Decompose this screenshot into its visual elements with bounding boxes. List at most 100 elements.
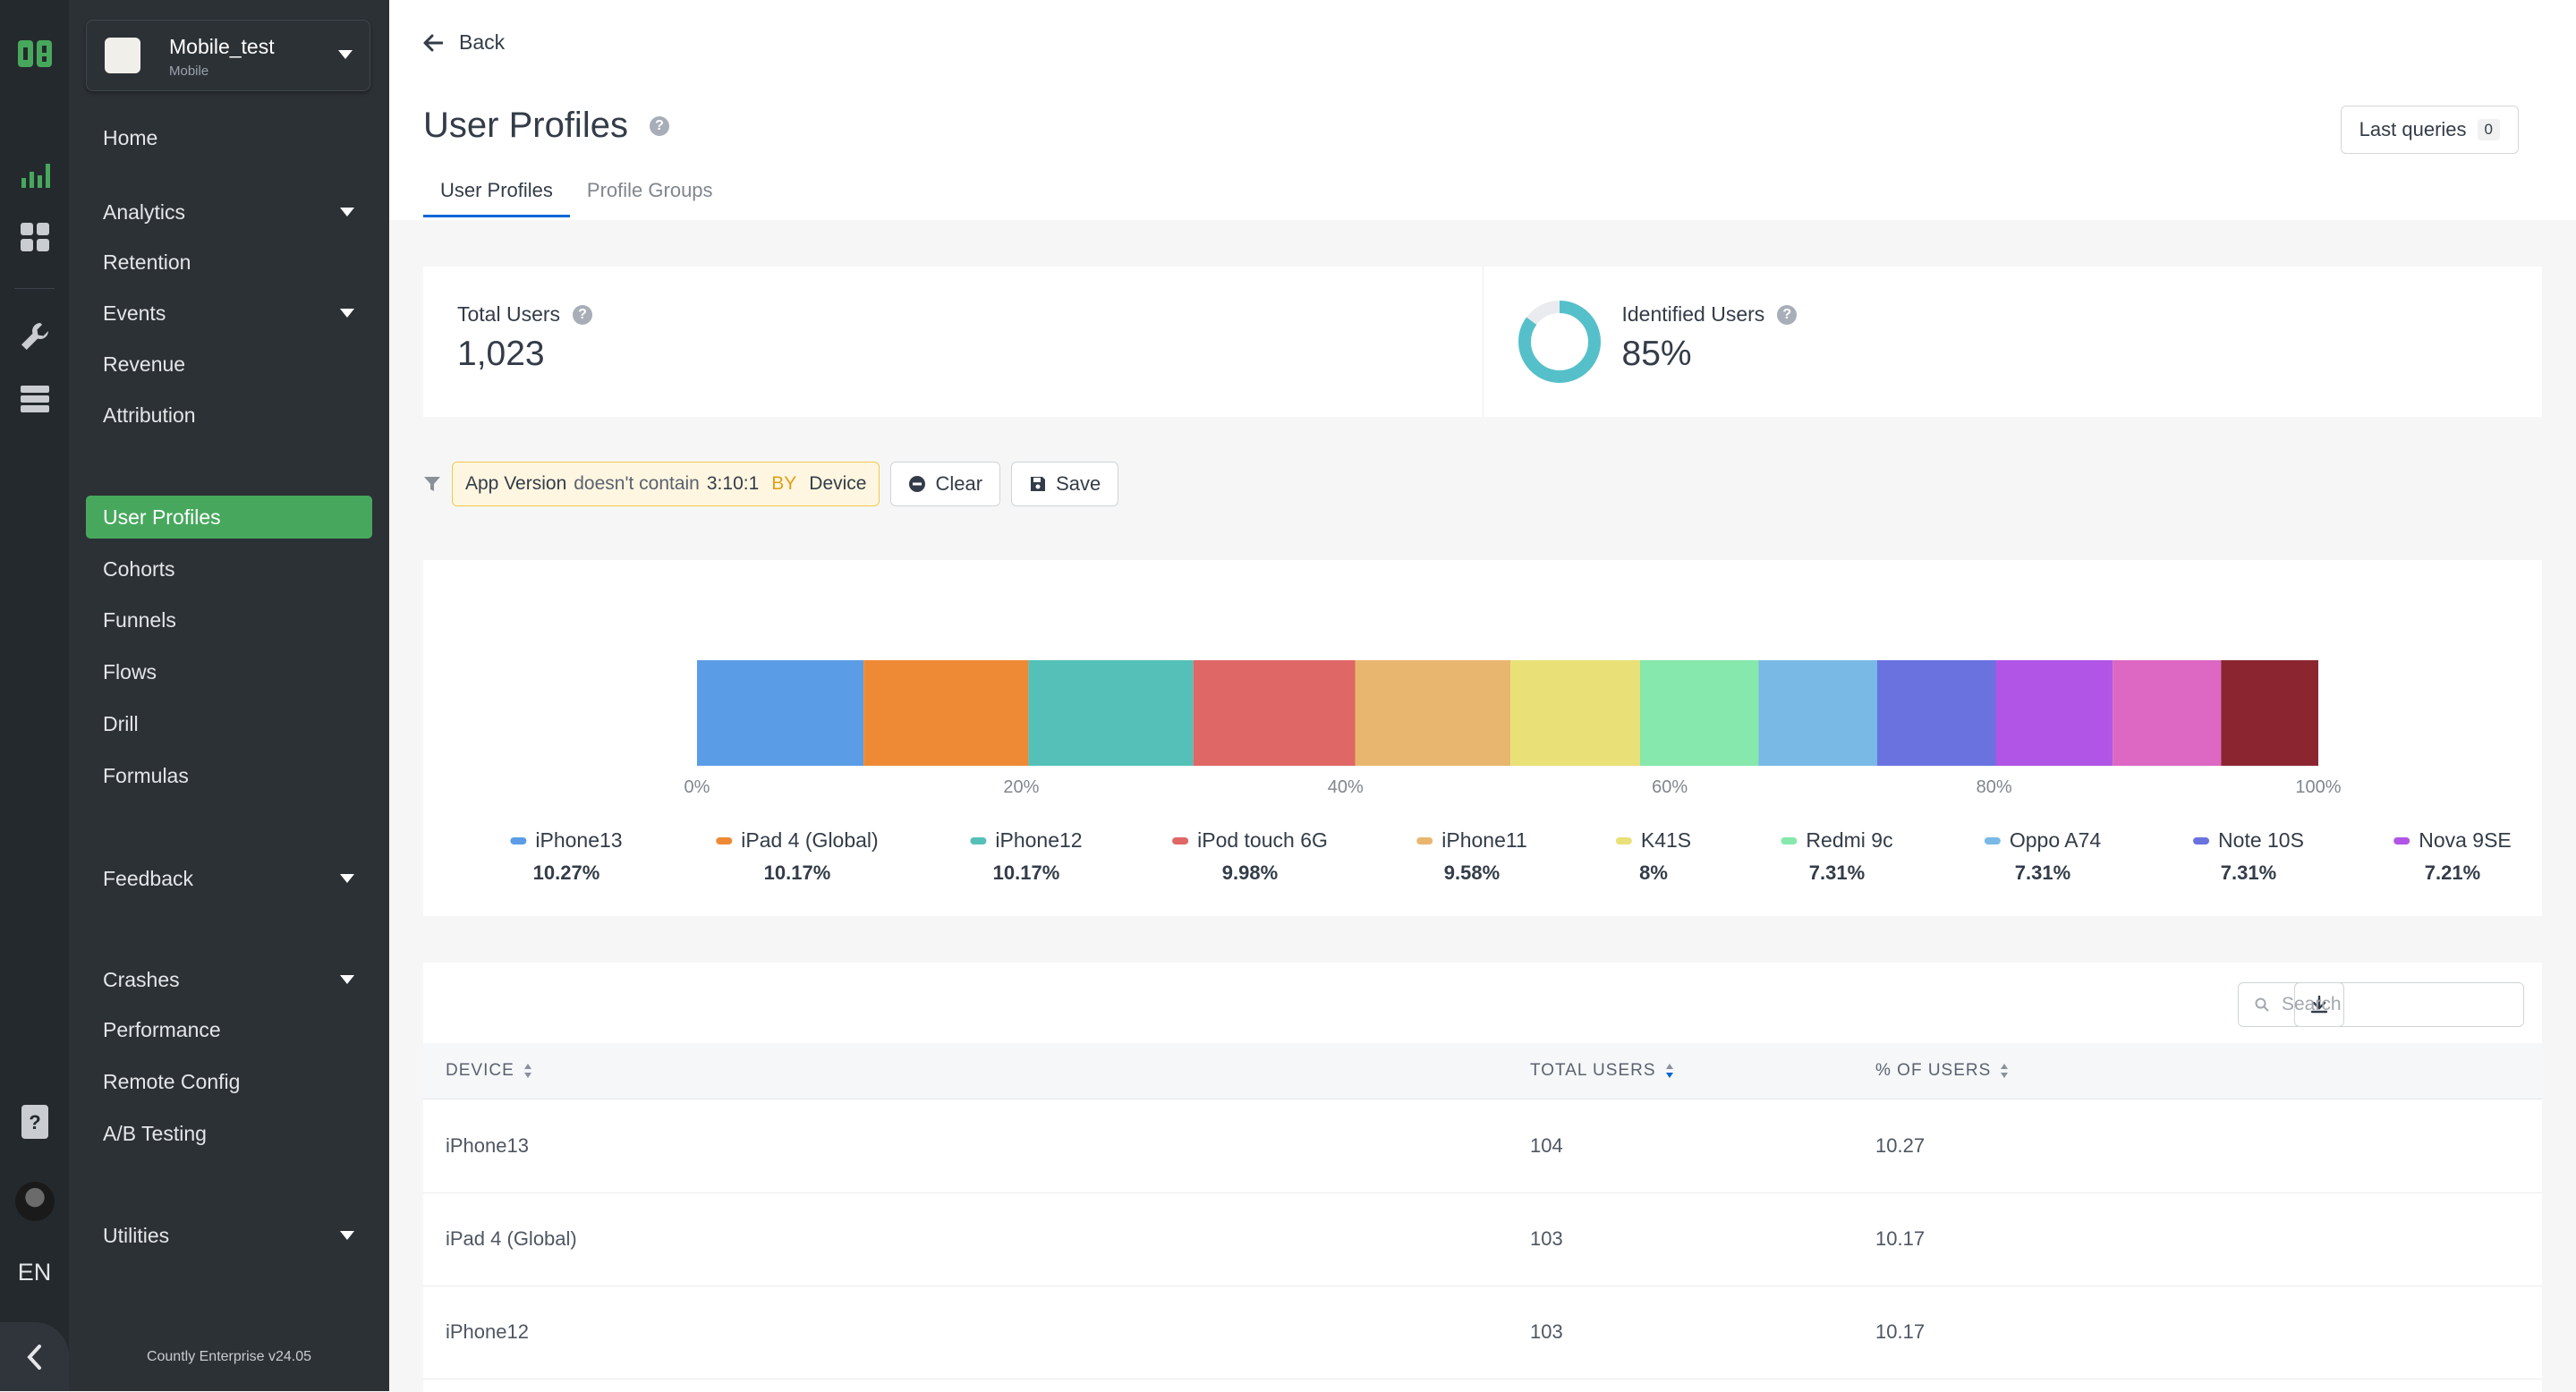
analytics-chart-icon[interactable]: [0, 155, 69, 194]
table-row[interactable]: iPad 4 (Global) 103 10.17: [423, 1193, 2542, 1286]
documentation-icon[interactable]: ?: [0, 1100, 69, 1143]
column-header-percent-users[interactable]: % OF USERS: [1875, 1043, 2009, 1099]
sidebar-item-home[interactable]: Home: [103, 125, 158, 149]
management-stack-icon[interactable]: [0, 379, 69, 419]
sidebar-item-revenue[interactable]: Revenue: [103, 352, 186, 376]
bar-segment-11[interactable]: [2221, 660, 2318, 766]
sidebar-item-attribution[interactable]: Attribution: [103, 403, 196, 427]
wrench-icon[interactable]: [0, 317, 69, 356]
legend-item[interactable]: iPod touch 6G 9.98%: [1172, 828, 1328, 885]
x-tick-label: 40%: [1328, 777, 1364, 797]
caret-down-icon: [340, 975, 354, 984]
sidebar-item-funnels[interactable]: Funnels: [103, 607, 176, 632]
sidebar-item-utilities[interactable]: Utilities: [86, 1214, 372, 1257]
legend-label: iPod touch 6G: [1197, 828, 1328, 852]
bar-segment-0[interactable]: [697, 660, 864, 766]
sidebar-item-performance[interactable]: Performance: [103, 1017, 221, 1041]
bar-segment-1[interactable]: [863, 660, 1029, 766]
last-queries-count: 0: [2477, 119, 2500, 140]
legend-percent: 7.31%: [1808, 862, 1866, 884]
dashboard-grid-icon[interactable]: [0, 217, 69, 257]
sort-icon: [2001, 1064, 2009, 1078]
back-link[interactable]: Back: [423, 30, 505, 55]
sidebar-item-formulas[interactable]: Formulas: [103, 763, 189, 787]
language-selector[interactable]: EN: [17, 1258, 52, 1286]
table-row[interactable]: iPhone12 103 10.17: [423, 1286, 2542, 1379]
legend-item[interactable]: Redmi 9c 7.31%: [1781, 828, 1893, 885]
sidebar-item-cohorts[interactable]: Cohorts: [103, 556, 175, 581]
sidebar-item-events[interactable]: Events: [86, 292, 372, 335]
x-tick-label: 20%: [1003, 777, 1039, 797]
column-header-device[interactable]: DEVICE: [446, 1043, 532, 1099]
bar-segment-5[interactable]: [1510, 660, 1641, 766]
user-avatar[interactable]: [0, 1181, 69, 1222]
legend-item[interactable]: iPhone11 9.58%: [1416, 828, 1527, 885]
table-row[interactable]: iPhone13 104 10.27: [423, 1099, 2542, 1193]
legend-item[interactable]: K41S 8%: [1615, 828, 1692, 885]
main-content: Back User Profiles ? Last queries 0 User…: [389, 0, 2576, 1392]
legend-item[interactable]: Nova 9SE 7.21%: [2393, 828, 2512, 885]
sidebar-item-analytics[interactable]: Analytics: [86, 191, 372, 233]
bar-segment-6[interactable]: [1640, 660, 1759, 766]
legend-percent: 7.21%: [2424, 862, 2481, 884]
sidebar-item-ab-testing[interactable]: A/B Testing: [103, 1121, 207, 1145]
help-icon[interactable]: ?: [1777, 304, 1798, 325]
legend-label: Note 10S: [2218, 828, 2304, 852]
arrow-left-icon: [423, 34, 443, 51]
search-box[interactable]: [2238, 982, 2524, 1027]
legend-item[interactable]: iPad 4 (Global) 10.17%: [716, 828, 879, 885]
cell-total-users: 103: [1530, 1227, 1563, 1250]
stacked-bar-svg: 0% 20% 40% 60% 80% 100%: [684, 660, 2342, 797]
legend-swatch: [716, 836, 733, 845]
legend-item[interactable]: iPhone13 10.27%: [510, 828, 623, 885]
bar-segment-9[interactable]: [1995, 660, 2113, 766]
legend-item[interactable]: iPhone12 10.17%: [970, 828, 1083, 885]
bar-segment-4[interactable]: [1355, 660, 1511, 766]
column-header-total-users[interactable]: TOTAL USERS: [1530, 1043, 1674, 1099]
bar-segment-2[interactable]: [1028, 660, 1194, 766]
legend-item[interactable]: Note 10S 7.31%: [2193, 828, 2304, 885]
legend-label: Redmi 9c: [1806, 828, 1893, 852]
sidebar-item-drill[interactable]: Drill: [103, 711, 139, 735]
app-type: Mobile: [169, 64, 209, 79]
legend-label: Oppo A74: [2009, 828, 2102, 852]
legend-swatch: [970, 836, 987, 845]
sidebar-item-remote-config[interactable]: Remote Config: [103, 1069, 241, 1093]
last-queries-button[interactable]: Last queries 0: [2340, 106, 2519, 154]
bar-segment-10[interactable]: [2113, 660, 2222, 766]
identified-users-donut: [1518, 301, 1601, 383]
legend-percent: 10.17%: [763, 862, 831, 884]
filter-query-pill[interactable]: App Version doesn't contain 3:10:1 BY De…: [452, 462, 880, 506]
legend-percent: 8%: [1639, 862, 1668, 884]
countly-logo-icon[interactable]: [0, 30, 69, 77]
x-tick-label: 60%: [1652, 777, 1688, 797]
bar-segment-8[interactable]: [1877, 660, 1996, 766]
legend-swatch: [2393, 836, 2410, 845]
app-selector[interactable]: Mobile_test Mobile: [86, 20, 370, 91]
bar-segment-3[interactable]: [1193, 660, 1356, 766]
help-icon[interactable]: ?: [649, 115, 669, 136]
sidebar-item-flows[interactable]: Flows: [103, 659, 157, 683]
search-input[interactable]: [2280, 993, 2498, 1016]
collapse-sidebar-button[interactable]: [0, 1322, 69, 1391]
help-icon[interactable]: ?: [573, 304, 593, 325]
legend-label: K41S: [1640, 828, 1692, 852]
tab-profile-groups[interactable]: Profile Groups: [586, 179, 713, 201]
sidebar: Mobile_test Mobile Home Analytics Retent…: [69, 0, 389, 1391]
caret-down-icon: [340, 309, 354, 318]
clear-button[interactable]: Clear: [890, 462, 1001, 506]
sidebar-item-crashes[interactable]: Crashes: [86, 958, 372, 1001]
app-thumbnail: [105, 38, 140, 73]
caret-down-icon: [340, 208, 354, 216]
x-tick-label: 80%: [1977, 777, 2012, 797]
legend-item[interactable]: Oppo A74 7.31%: [1984, 828, 2102, 885]
sidebar-item-retention[interactable]: Retention: [103, 250, 191, 274]
bar-segment-7[interactable]: [1758, 660, 1878, 766]
devices-table-card: DEVICE TOTAL USERS % OF USERS iPhone13 1…: [423, 963, 2542, 1392]
sidebar-item-feedback[interactable]: Feedback: [86, 857, 372, 900]
sidebar-item-user-profiles[interactable]: User Profiles: [86, 496, 372, 539]
legend-percent: 9.98%: [1221, 862, 1279, 884]
save-button[interactable]: Save: [1011, 462, 1119, 506]
tab-user-profiles[interactable]: User Profiles: [423, 179, 570, 217]
legend-swatch: [510, 836, 527, 845]
